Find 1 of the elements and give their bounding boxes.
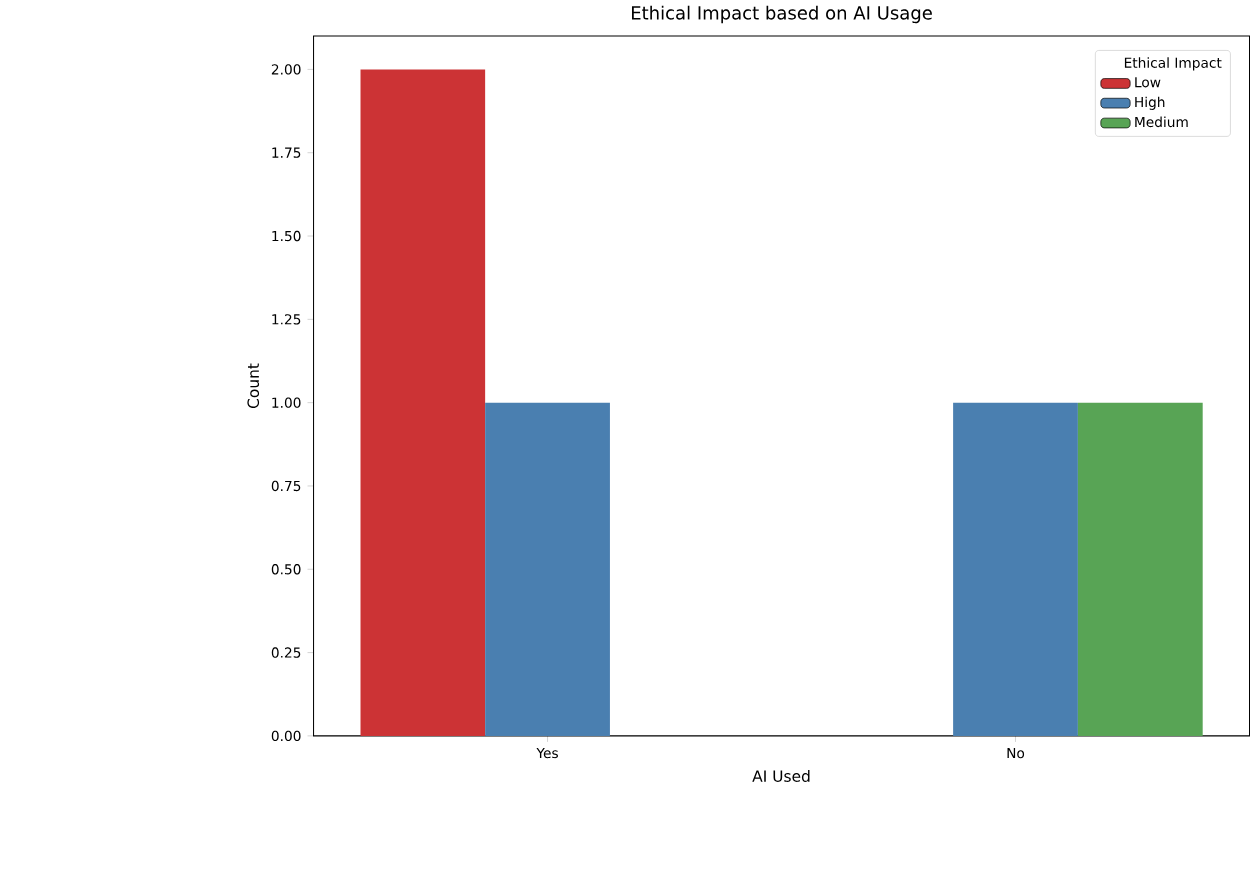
chart-title: Ethical Impact based on AI Usage xyxy=(632,5,932,24)
